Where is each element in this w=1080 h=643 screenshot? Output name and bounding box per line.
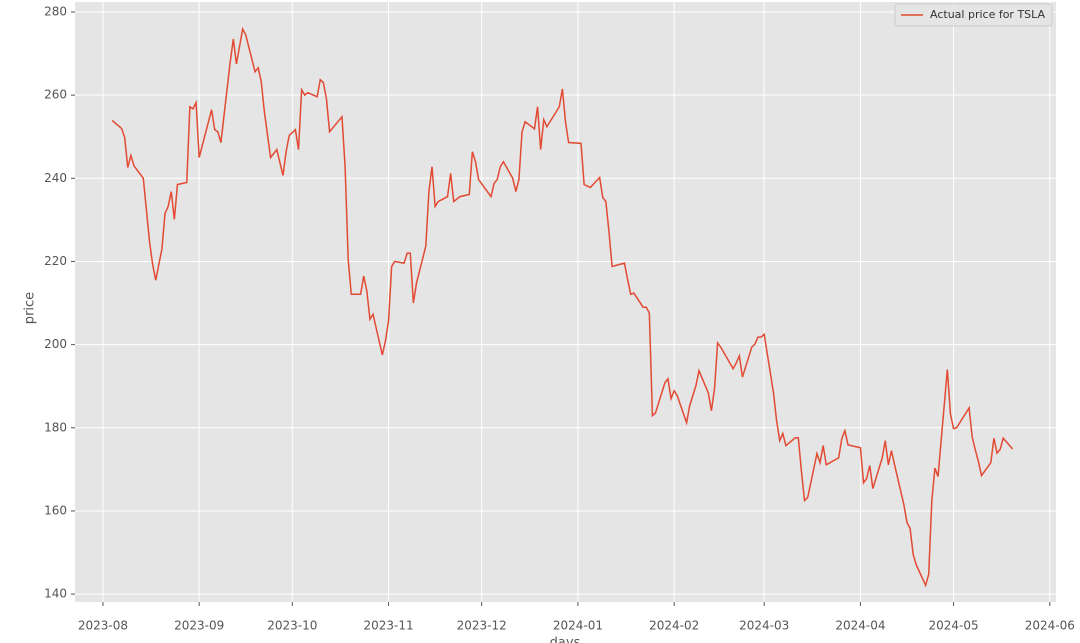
y-tick-label: 180 (44, 420, 67, 434)
x-tick-label: 2023-09 (174, 619, 224, 633)
x-tick-label: 2024-01 (553, 619, 603, 633)
y-axis-label: price (23, 292, 38, 324)
plot-area (75, 2, 1056, 602)
legend-label: Actual price for TSLA (930, 8, 1046, 21)
x-tick-label: 2024-04 (835, 619, 885, 633)
y-tick-label: 280 (44, 4, 67, 18)
legend: Actual price for TSLA (894, 3, 1053, 27)
y-tick-label: 220 (44, 254, 67, 268)
x-tick-label: 2024-06 (1025, 619, 1075, 633)
x-tick-label: 2023-11 (363, 619, 413, 633)
x-tick-label: 2023-08 (78, 619, 128, 633)
y-tick-label: 200 (44, 337, 67, 351)
y-tick-label: 260 (44, 88, 67, 102)
x-tick-label: 2024-03 (739, 619, 789, 633)
y-tick-label: 240 (44, 171, 67, 185)
x-tick-label: 2023-10 (267, 619, 317, 633)
x-tick-label: 2024-05 (928, 619, 978, 633)
y-tick-label: 140 (44, 587, 67, 601)
y-tick-label: 160 (44, 503, 67, 517)
legend-box (894, 3, 1053, 27)
x-axis-label: days (550, 636, 581, 643)
x-tick-label: 2024-02 (649, 619, 699, 633)
x-tick-label: 2023-12 (457, 619, 507, 633)
price-line (111, 26, 1014, 588)
